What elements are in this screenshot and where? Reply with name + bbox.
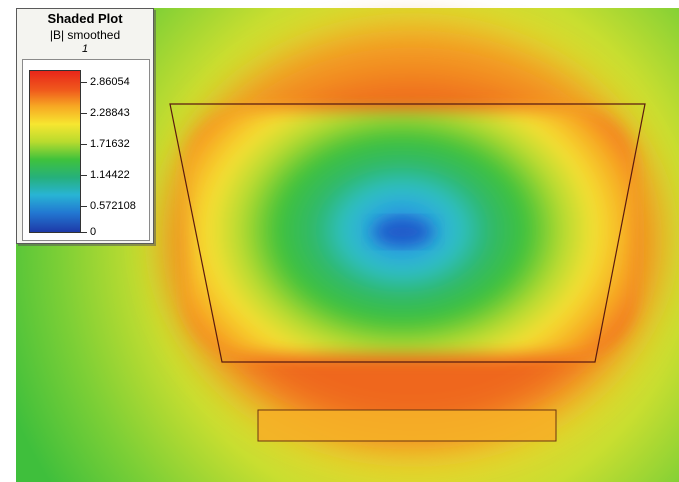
- scale-tick: [81, 206, 87, 207]
- scale-tick-label: 0.572108: [90, 200, 136, 212]
- scale-tick: [81, 175, 87, 176]
- scale-tick: [81, 113, 87, 114]
- color-scale-bar: [29, 70, 81, 233]
- scale-tick: [81, 144, 87, 145]
- scale-tick-label: 0: [90, 226, 97, 238]
- scale-tick-label: 2.86054: [90, 76, 130, 88]
- scale-tick: [81, 82, 87, 83]
- scale-tick-label: 1.71632: [90, 138, 130, 150]
- legend-title: Shaded Plot: [47, 11, 123, 26]
- scale-tick-label: 1.14422: [90, 169, 130, 181]
- color-scale-box: 2.86054 2.28843 1.71632 1.14422 0.572108…: [22, 59, 150, 241]
- lower-bar-outline: [257, 409, 557, 442]
- scale-tick-label: 2.28843: [90, 107, 130, 119]
- scale-tick: [81, 232, 87, 233]
- core-outline: [169, 103, 646, 363]
- legend-panel[interactable]: Shaded Plot |B| smoothed 1 2.86054 2.288…: [16, 8, 154, 244]
- field-minimum: [373, 219, 433, 245]
- lower-bar-fill: [258, 410, 556, 441]
- legend-quantity: |B| smoothed: [49, 28, 121, 42]
- legend-index: 1: [81, 43, 89, 55]
